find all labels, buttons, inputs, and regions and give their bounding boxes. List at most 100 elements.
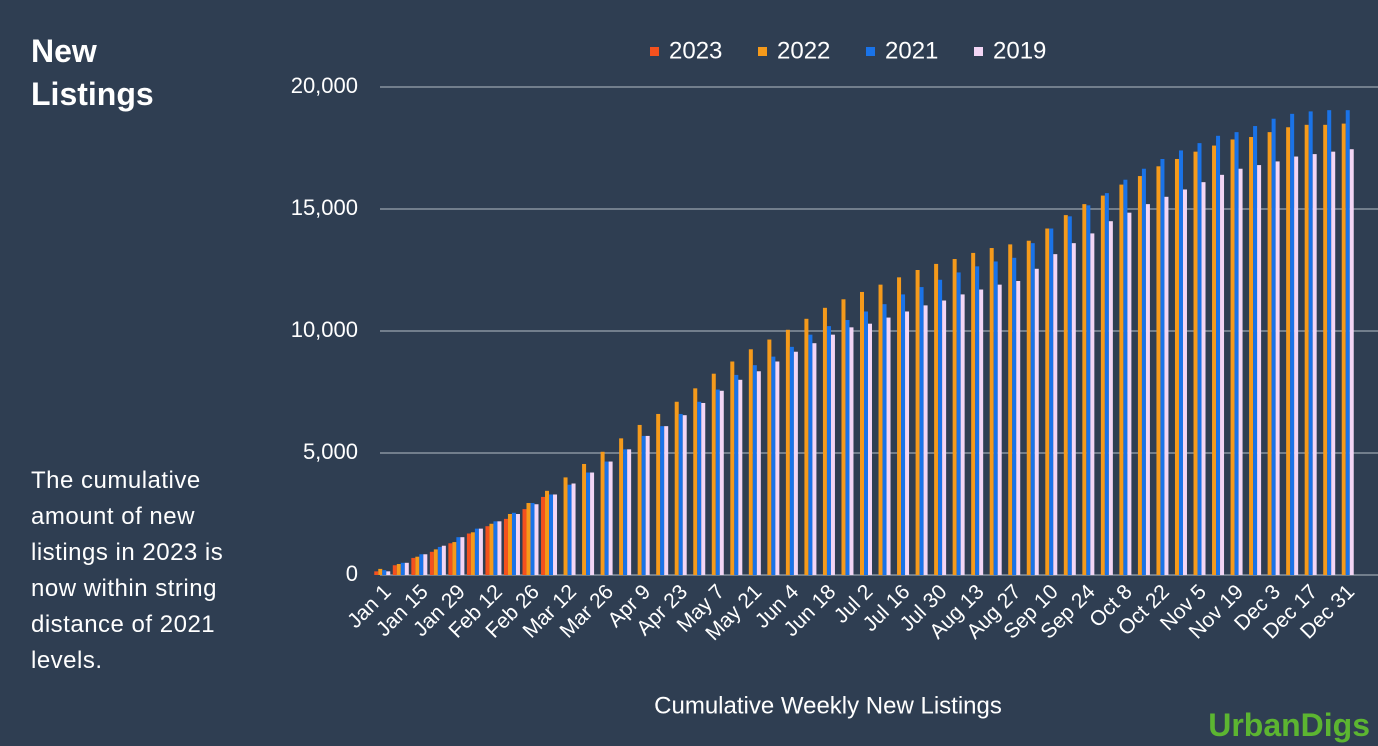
bar [682, 415, 687, 575]
bar [660, 426, 665, 575]
bar [437, 546, 442, 575]
bar [423, 554, 428, 575]
bar [860, 291, 864, 575]
bar [1063, 215, 1068, 575]
bar [1349, 149, 1354, 575]
y-tick-label: 5,000 [303, 439, 358, 464]
bar [730, 361, 735, 575]
bar [715, 389, 720, 575]
bar [478, 528, 483, 575]
bar [567, 484, 572, 575]
bar [711, 373, 716, 575]
bar [586, 472, 591, 575]
bar [404, 562, 409, 575]
bar [886, 317, 891, 575]
bar [466, 533, 471, 575]
bar [1275, 161, 1280, 576]
bar [515, 514, 520, 575]
bar [971, 252, 976, 576]
bar [600, 451, 605, 575]
bar [785, 329, 790, 575]
bar [1253, 126, 1258, 575]
bar [641, 435, 646, 575]
bar [1145, 204, 1150, 575]
bar [1286, 127, 1291, 575]
bar [1156, 166, 1161, 576]
bar [697, 401, 702, 575]
bar [1053, 254, 1058, 575]
bar [1026, 240, 1031, 575]
bar [1312, 154, 1317, 575]
bar [664, 426, 669, 575]
bar [693, 388, 698, 575]
legend-label: 2023 [669, 37, 722, 64]
bar [1323, 124, 1328, 575]
bar [868, 323, 872, 575]
bar [923, 305, 928, 575]
bar [1141, 168, 1146, 576]
bar [608, 461, 613, 575]
bar [1257, 165, 1262, 575]
bar [808, 334, 813, 575]
bar [429, 551, 434, 575]
bar [979, 289, 984, 575]
bar [719, 390, 724, 575]
bar [460, 537, 465, 575]
bar [822, 307, 827, 575]
legend-swatch [974, 47, 983, 56]
y-tick-label: 0 [346, 561, 358, 586]
legend-label: 2021 [885, 37, 938, 64]
bar [411, 557, 416, 575]
bar [845, 320, 850, 575]
bar [441, 545, 446, 575]
bar [734, 374, 739, 575]
bar [415, 556, 420, 575]
bar [1201, 182, 1206, 575]
bar [789, 346, 794, 575]
bar [1345, 110, 1350, 576]
bar [1045, 228, 1050, 575]
bar [1238, 168, 1243, 576]
bar [756, 371, 761, 575]
bar [1137, 176, 1142, 575]
bar [448, 543, 453, 575]
bar [619, 438, 624, 575]
bar [1104, 193, 1109, 575]
bar [812, 343, 817, 575]
bar [1016, 280, 1021, 575]
bar [1108, 221, 1113, 575]
bar [545, 490, 550, 575]
bar [1082, 204, 1087, 575]
bar [1234, 132, 1239, 575]
bar [511, 512, 516, 575]
bar [1086, 205, 1091, 575]
bar [701, 402, 706, 575]
bar [942, 300, 947, 575]
bar [989, 248, 994, 576]
bar [830, 334, 835, 575]
bar [1008, 244, 1013, 575]
bar [507, 514, 512, 575]
y-tick-label: 20,000 [291, 73, 358, 98]
bar [656, 413, 661, 575]
bar [382, 570, 387, 575]
bar [767, 339, 772, 575]
bar [793, 351, 798, 575]
source-logo: UrbanDigs [1208, 707, 1370, 743]
bar [1100, 195, 1105, 575]
bar [997, 284, 1002, 575]
bar [1331, 151, 1336, 575]
bar [549, 494, 554, 575]
bar [374, 571, 379, 575]
bar [400, 562, 405, 575]
bar [738, 379, 743, 575]
bar [1071, 243, 1076, 575]
bar [534, 504, 539, 575]
bar [1304, 124, 1309, 575]
bar [1067, 216, 1072, 575]
bar [623, 449, 628, 575]
bar [804, 318, 809, 575]
bar [1034, 268, 1039, 575]
bar [1030, 243, 1035, 575]
